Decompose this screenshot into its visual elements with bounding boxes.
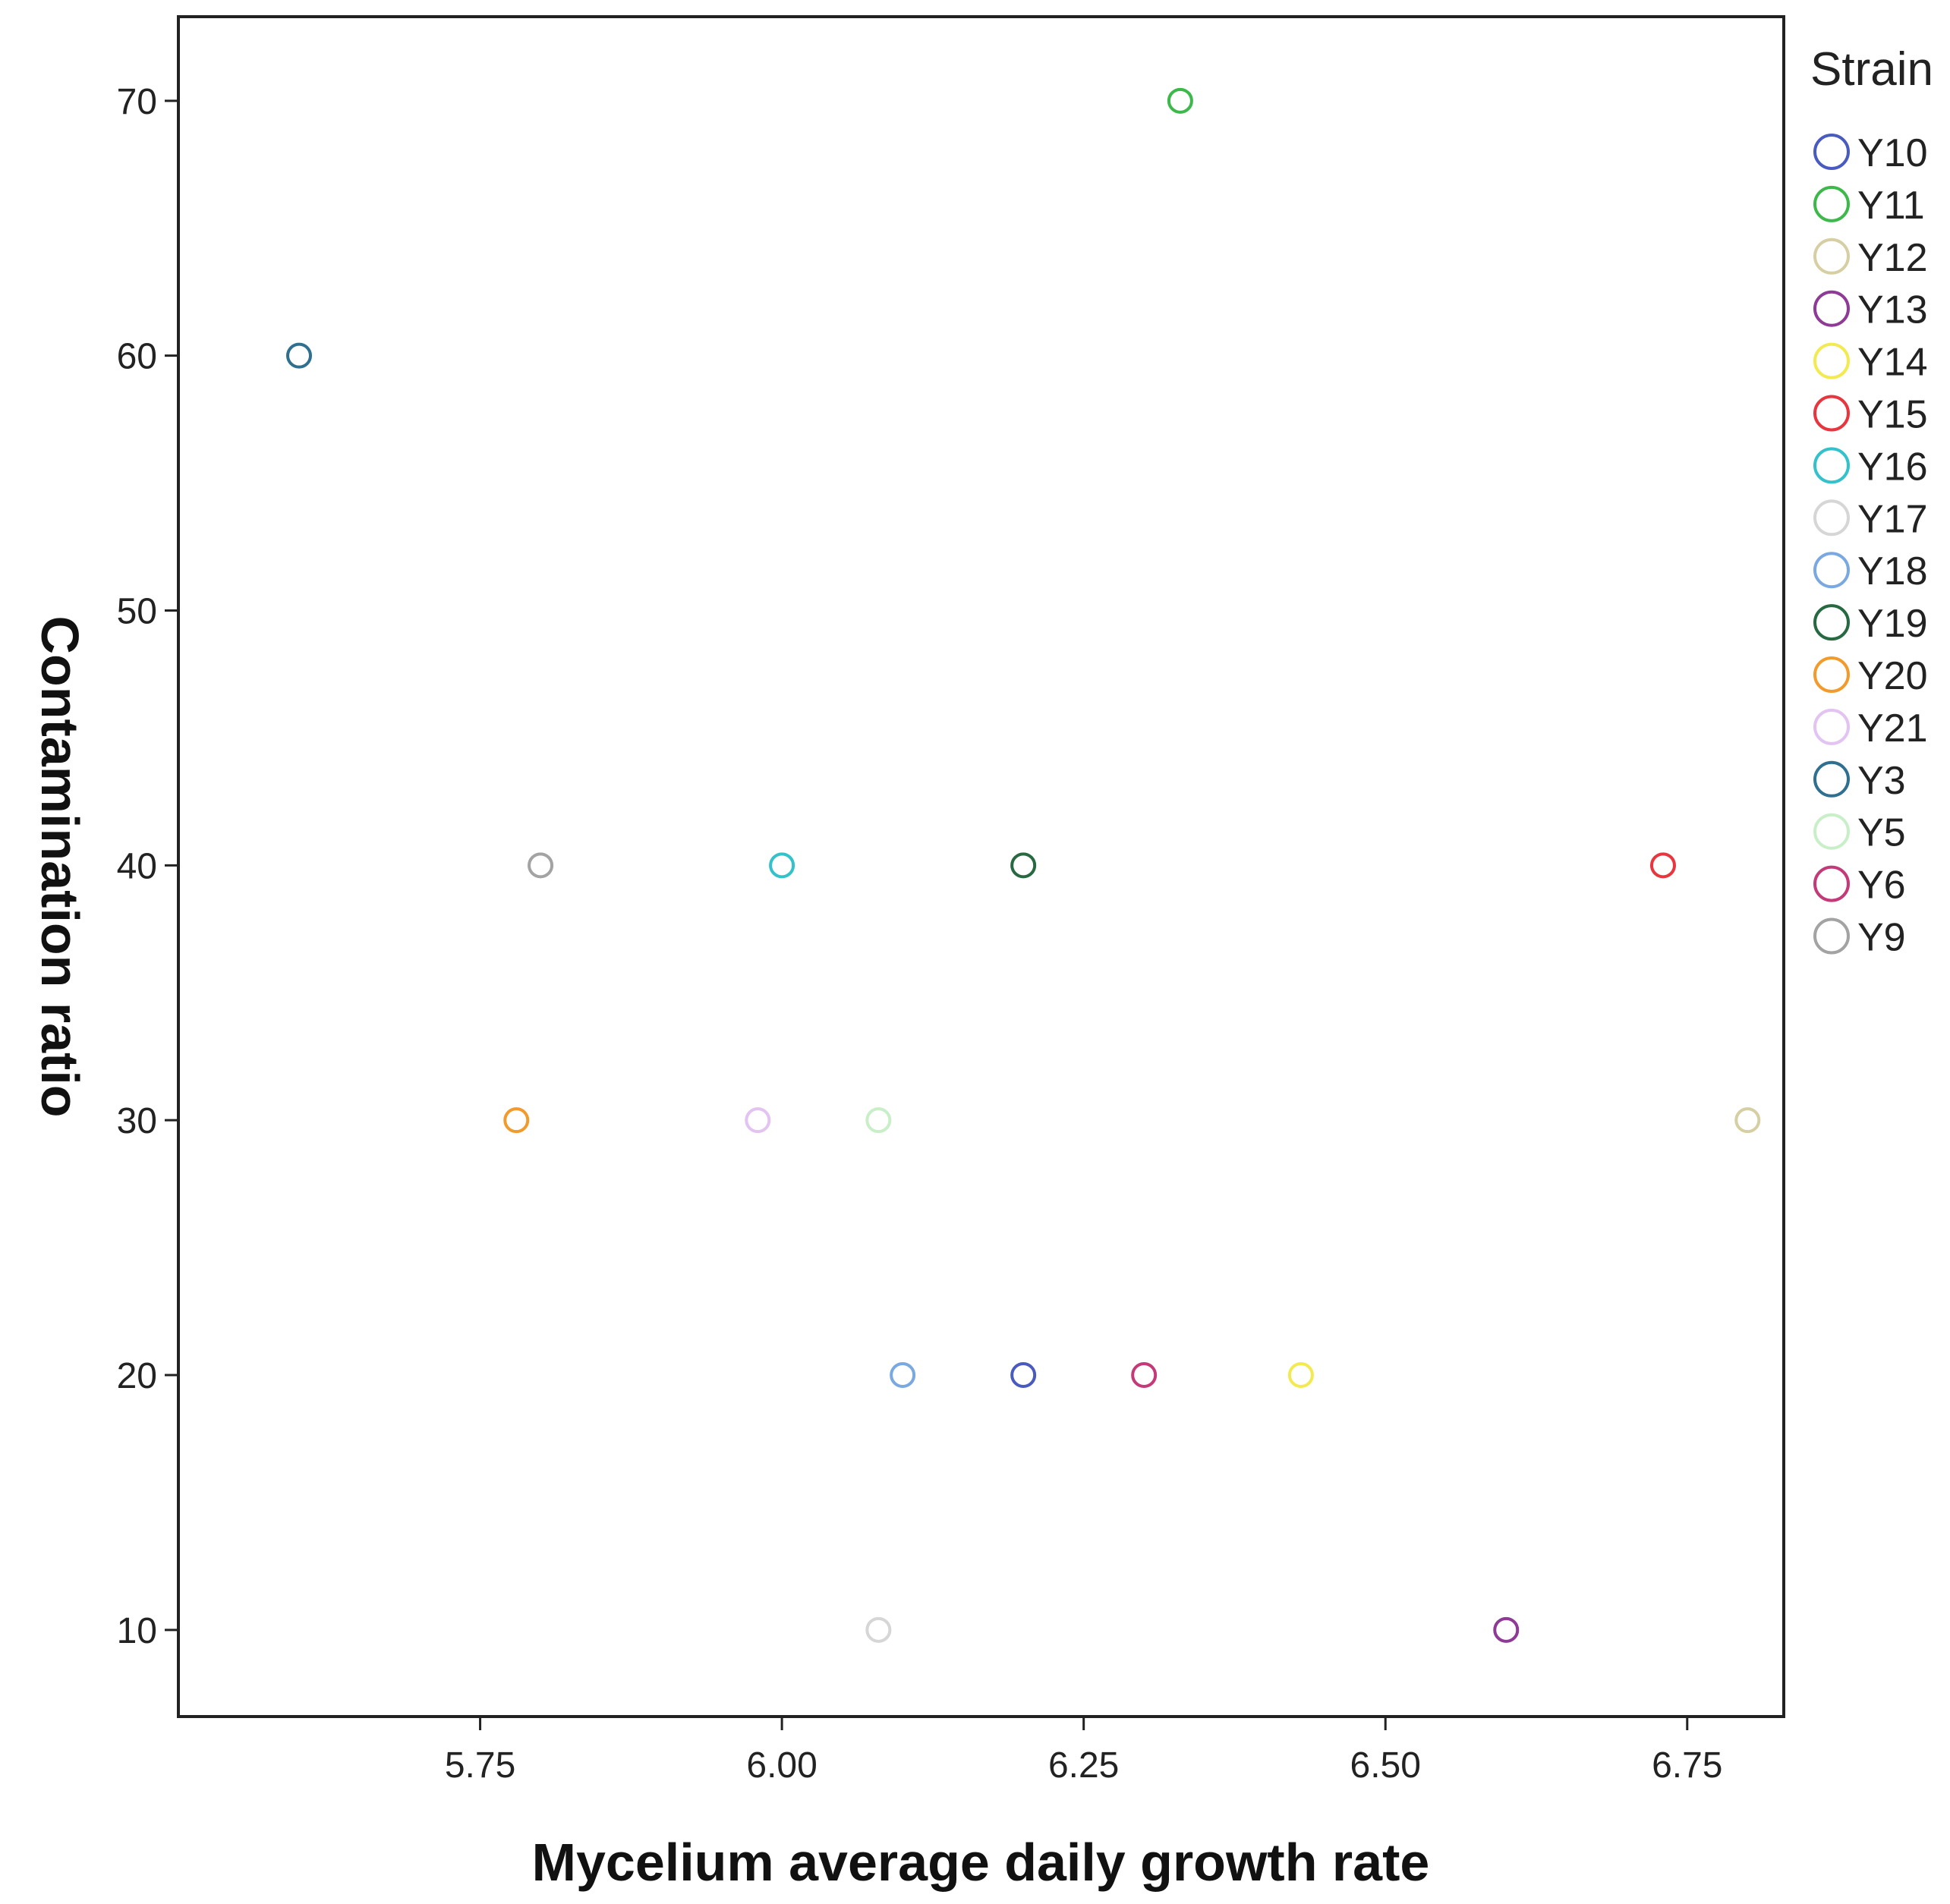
legend-label: Y18 [1857, 549, 1928, 593]
legend-marker [1813, 238, 1850, 275]
data-point [890, 1361, 916, 1388]
legend-marker [1813, 290, 1850, 327]
legend-label: Y11 [1857, 184, 1925, 228]
legend-label: Y3 [1857, 759, 1906, 803]
y-tick-label: 70 [117, 82, 157, 122]
y-axis-title: Contamination ratio [30, 615, 90, 1117]
legend-label: Y21 [1857, 707, 1928, 751]
legend-label: Y20 [1857, 654, 1928, 698]
y-tick-label: 50 [117, 591, 157, 631]
legend-items: Y10 Y11 Y12 Y13 Y14 Y15 Y16 Y17 Y18 Y19 Y20 Y21 Y3 Y5… [1813, 131, 1928, 960]
legend-label: Y14 [1857, 341, 1928, 385]
data-point [1010, 1361, 1037, 1388]
legend-marker [1813, 760, 1850, 798]
data-point [1010, 852, 1037, 879]
legend: Strain Y10 Y11 Y12 Y13 Y14 Y15 Y16 Y17 Y18 Y19 Y20… [1810, 43, 1933, 960]
legend-marker [1813, 395, 1850, 432]
x-tick-label: 6.00 [746, 1745, 817, 1786]
legend-marker [1813, 499, 1850, 537]
legend-label: Y6 [1857, 864, 1906, 908]
data-point [286, 342, 313, 369]
y-tick-label: 10 [117, 1611, 157, 1651]
x-tick-label: 6.25 [1048, 1745, 1119, 1786]
legend-label: Y12 [1857, 236, 1928, 280]
legend-label: Y15 [1857, 393, 1928, 437]
legend-label: Y5 [1857, 811, 1906, 855]
legend-marker [1813, 917, 1850, 955]
legend-marker [1813, 656, 1850, 693]
data-point [1649, 852, 1676, 879]
y-tick-label: 30 [117, 1101, 157, 1141]
x-axis-ticks: 5.75 6.00 6.25 6.50 6.75 [445, 1717, 1722, 1786]
data-point [865, 1107, 892, 1134]
legend-label: Y16 [1857, 445, 1928, 489]
legend-marker [1813, 604, 1850, 641]
data-point [1493, 1616, 1520, 1643]
data-point [1287, 1361, 1314, 1388]
y-axis-ticks: 10 20 30 40 50 60 70 [117, 82, 178, 1651]
legend-label: Y19 [1857, 602, 1928, 646]
y-tick-label: 60 [117, 337, 157, 377]
legend-marker [1813, 447, 1850, 484]
legend-marker [1813, 813, 1850, 850]
legend-label: Y9 [1857, 916, 1906, 960]
legend-marker [1813, 185, 1850, 222]
x-tick-label: 5.75 [445, 1745, 515, 1786]
data-points [286, 87, 1761, 1643]
legend-marker [1813, 134, 1850, 170]
data-point [745, 1107, 771, 1134]
data-point [528, 852, 554, 879]
legend-marker [1813, 552, 1850, 589]
legend-label: Y13 [1857, 288, 1928, 332]
x-tick-label: 6.50 [1350, 1745, 1421, 1786]
data-point [769, 852, 795, 879]
x-axis-title: Mycelium average daily growth rate [532, 1833, 1430, 1892]
data-point [1167, 87, 1193, 114]
x-tick-label: 6.75 [1652, 1745, 1722, 1786]
data-point [865, 1616, 892, 1643]
plot-frame [177, 15, 1785, 1718]
legend-label: Y10 [1857, 131, 1928, 175]
legend-marker [1813, 342, 1850, 379]
legend-marker [1813, 708, 1850, 745]
data-point [1131, 1361, 1158, 1388]
legend-label: Y17 [1857, 497, 1928, 541]
data-point [503, 1107, 530, 1134]
y-tick-label: 40 [117, 846, 157, 886]
y-tick-label: 20 [117, 1356, 157, 1396]
data-point [1734, 1107, 1761, 1134]
legend-marker [1813, 865, 1850, 902]
legend-title: Strain [1810, 43, 1933, 96]
